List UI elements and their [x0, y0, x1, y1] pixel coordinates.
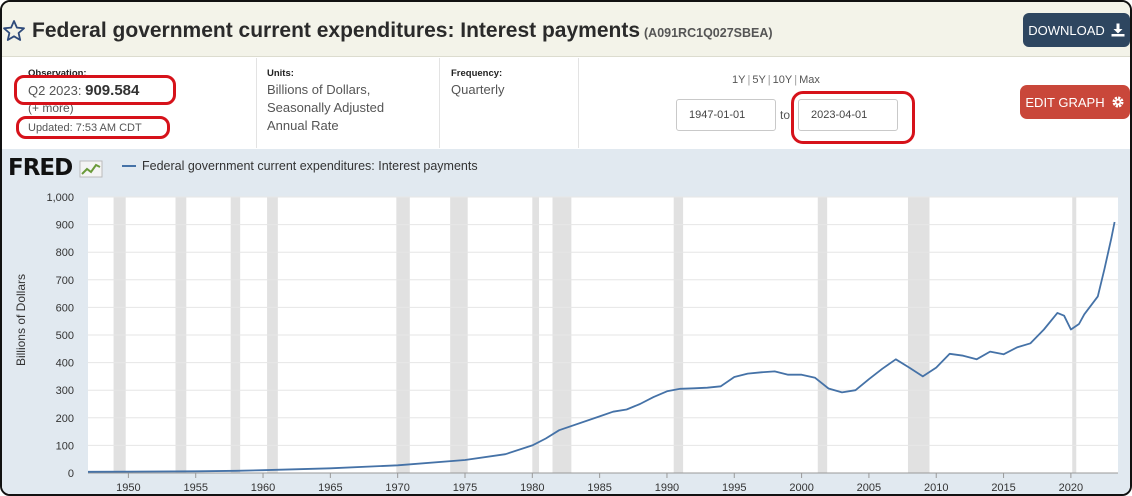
y-tick-label: 0 — [68, 468, 74, 480]
units-line: Billions of Dollars, — [267, 82, 371, 97]
observation-label: Observation: — [28, 68, 87, 79]
x-tick-label: 1975 — [453, 482, 477, 494]
y-tick-label: 800 — [56, 247, 74, 259]
frequency-label: Frequency: — [451, 68, 503, 79]
x-tick-label: 1990 — [655, 482, 679, 494]
end-date-input[interactable] — [798, 99, 898, 131]
y-axis-label: Billions of Dollars — [14, 273, 28, 367]
chart-legend: Federal government current expenditures:… — [122, 159, 478, 173]
range-separator: | — [767, 74, 771, 86]
edit-graph-label: EDIT GRAPH — [1025, 94, 1105, 110]
download-label: DOWNLOAD — [1028, 22, 1105, 38]
x-tick-label: 1950 — [116, 482, 140, 494]
units-label: Units: — [267, 68, 294, 79]
x-tick-label: 1960 — [251, 482, 275, 494]
x-tick-label: 1965 — [318, 482, 342, 494]
x-tick-label: 2005 — [857, 482, 881, 494]
units-panel: Units: Billions of Dollars, Seasonally A… — [257, 58, 440, 148]
range-10y-link[interactable]: 10Y — [772, 74, 793, 86]
chart-panel: 0 100 200 300 400 500 600 700 800 900 1,000 1950 195… — [2, 149, 1130, 496]
units-line: Seasonally Adjusted — [267, 100, 385, 115]
y-tick-label: 1,000 — [46, 192, 74, 204]
series-line — [87, 221, 1116, 473]
x-tick-label: 1955 — [183, 482, 207, 494]
observation-value: 909.584 — [85, 82, 140, 99]
observation-period: Q2 2023: — [28, 83, 82, 98]
units-line: Annual Rate — [267, 118, 339, 133]
line-chart[interactable]: 0 100 200 300 400 500 600 700 800 900 1,000 1950 195… — [2, 149, 1130, 496]
y-tick-label: 700 — [56, 275, 74, 287]
y-tick-label: 500 — [56, 330, 74, 342]
x-tick-label: 2010 — [924, 482, 948, 494]
to-label: to — [780, 108, 791, 122]
x-tick-label: 1995 — [722, 482, 746, 494]
frequency-value: Quarterly — [451, 82, 505, 97]
series-meta-row: Observation: Q2 2023: 909.584 (+ more) U… — [2, 58, 1130, 148]
edit-graph-button[interactable]: EDIT GRAPH — [1020, 85, 1130, 119]
fred-logo-text: FRED — [8, 155, 73, 181]
chart-trend-icon — [79, 160, 103, 177]
series-id: (A091RC1Q027SBEA) — [644, 26, 773, 40]
series-header: Federal government current expenditures:… — [2, 2, 1130, 57]
x-tick-label: 1970 — [385, 482, 409, 494]
series-title: Federal government current expenditures:… — [32, 19, 641, 42]
range-5y-link[interactable]: 5Y — [752, 74, 766, 86]
gear-icon — [1112, 96, 1124, 108]
y-tick-label: 900 — [56, 220, 74, 232]
units-value: Billions of Dollars, Seasonally Adjusted… — [267, 81, 384, 135]
legend-label: Federal government current expenditures:… — [142, 159, 478, 173]
observation-panel: Observation: Q2 2023: 909.584 (+ more) U… — [2, 58, 257, 148]
date-range-shortcuts: 1Y | 5Y | 10Y | Max — [732, 74, 820, 86]
legend-swatch — [122, 165, 136, 167]
x-tick-label: 2000 — [789, 482, 813, 494]
observation-value-line: Q2 2023: 909.584 — [28, 82, 139, 100]
more-observations-link[interactable]: (+ more) — [28, 101, 74, 115]
range-1y-link[interactable]: 1Y — [732, 74, 746, 86]
x-tick-label: 1980 — [520, 482, 544, 494]
range-max-link[interactable]: Max — [799, 74, 820, 86]
frequency-panel: Frequency: Quarterly — [440, 58, 579, 148]
download-button[interactable]: DOWNLOAD — [1023, 13, 1130, 47]
y-tick-label: 400 — [56, 358, 74, 370]
updated-timestamp: Updated: 7:53 AM CDT — [28, 122, 142, 134]
x-tick-label: 2015 — [991, 482, 1015, 494]
y-tick-label: 600 — [56, 302, 74, 314]
start-date-input[interactable] — [676, 99, 776, 131]
page-title: Federal government current expenditures:… — [32, 19, 773, 43]
range-separator: | — [747, 74, 751, 86]
download-icon — [1111, 23, 1125, 37]
y-tick-label: 100 — [56, 440, 74, 452]
star-icon[interactable] — [2, 19, 26, 43]
x-tick-label: 1985 — [587, 482, 611, 494]
y-tick-label: 300 — [56, 385, 74, 397]
y-tick-label: 200 — [56, 413, 74, 425]
range-separator: | — [794, 74, 798, 86]
fred-logo: FRED — [8, 155, 103, 181]
x-tick-label: 2020 — [1059, 482, 1083, 494]
